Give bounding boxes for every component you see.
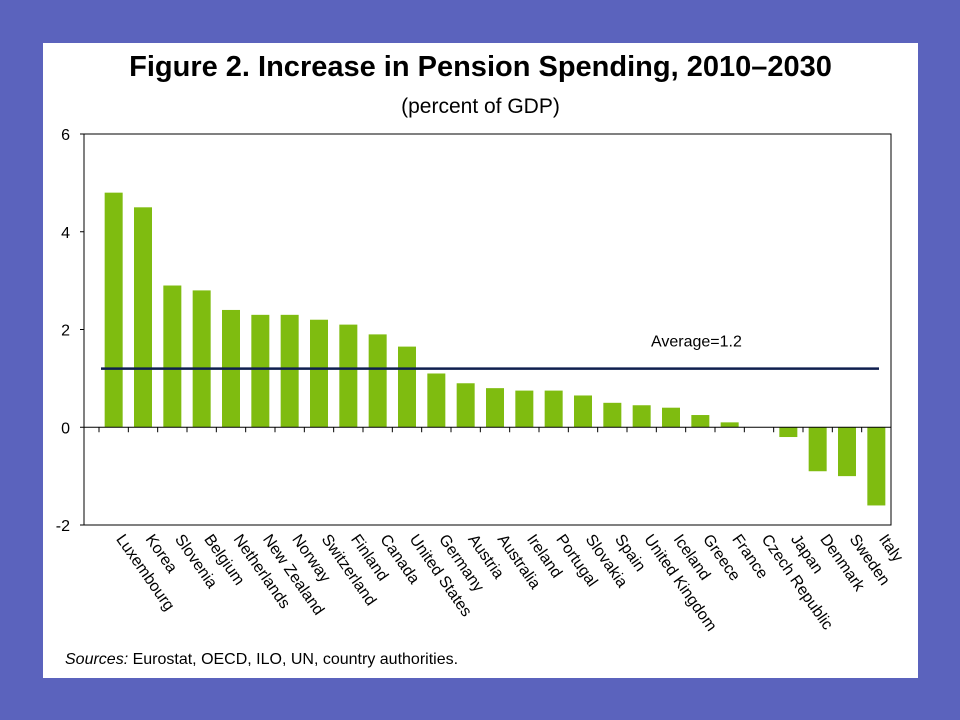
bar-slovenia: [163, 285, 182, 428]
bar-switzerland: [310, 319, 328, 428]
bar-united-states: [398, 346, 416, 428]
labels-group: -20246LuxembourgKoreaSloveniaBelgiumNeth…: [56, 127, 906, 635]
bar-slovakia: [574, 395, 592, 428]
bar-italy: [867, 427, 886, 506]
y-tick-label: 0: [61, 420, 70, 437]
bar-belgium: [192, 290, 211, 428]
y-tick-label: 2: [61, 323, 70, 340]
bar-spain: [603, 402, 622, 428]
bars-group: [104, 192, 886, 506]
chart-subtitle: (percent of GDP): [401, 95, 560, 118]
bar-germany: [427, 373, 446, 428]
bar-japan: [779, 427, 798, 438]
slide: Figure 2. Increase in Pension Spending, …: [43, 43, 918, 678]
bar-norway: [280, 314, 299, 428]
y-tick-label: -2: [56, 518, 70, 535]
bar-chart: -20246LuxembourgKoreaSloveniaBelgiumNeth…: [56, 127, 906, 635]
bar-australia: [486, 388, 504, 428]
bar-france: [720, 422, 739, 428]
bar-ireland: [515, 390, 534, 428]
bar-denmark: [808, 427, 827, 472]
y-tick-label: 6: [61, 127, 70, 144]
bar-new-zealand: [251, 314, 270, 428]
average-label: Average=1.2: [651, 334, 742, 351]
sources-text: Eurostat, OECD, ILO, UN, country authori…: [128, 651, 459, 668]
bar-luxembourg: [104, 192, 123, 428]
bar-sweden: [838, 427, 856, 477]
bar-united-kingdom: [632, 405, 651, 428]
bar-austria: [456, 383, 475, 428]
axes-group: [80, 133, 892, 526]
sources-label: Sources:: [65, 651, 129, 668]
bar-canada: [368, 334, 387, 428]
bar-portugal: [544, 390, 563, 428]
chart-title: Figure 2. Increase in Pension Spending, …: [129, 51, 832, 83]
bar-finland: [339, 324, 358, 428]
y-tick-label: 4: [61, 225, 70, 242]
sources-note: Sources: Eurostat, OECD, ILO, UN, countr…: [65, 651, 458, 669]
bar-korea: [134, 207, 152, 428]
bar-iceland: [662, 407, 680, 428]
bar-greece: [691, 415, 710, 428]
